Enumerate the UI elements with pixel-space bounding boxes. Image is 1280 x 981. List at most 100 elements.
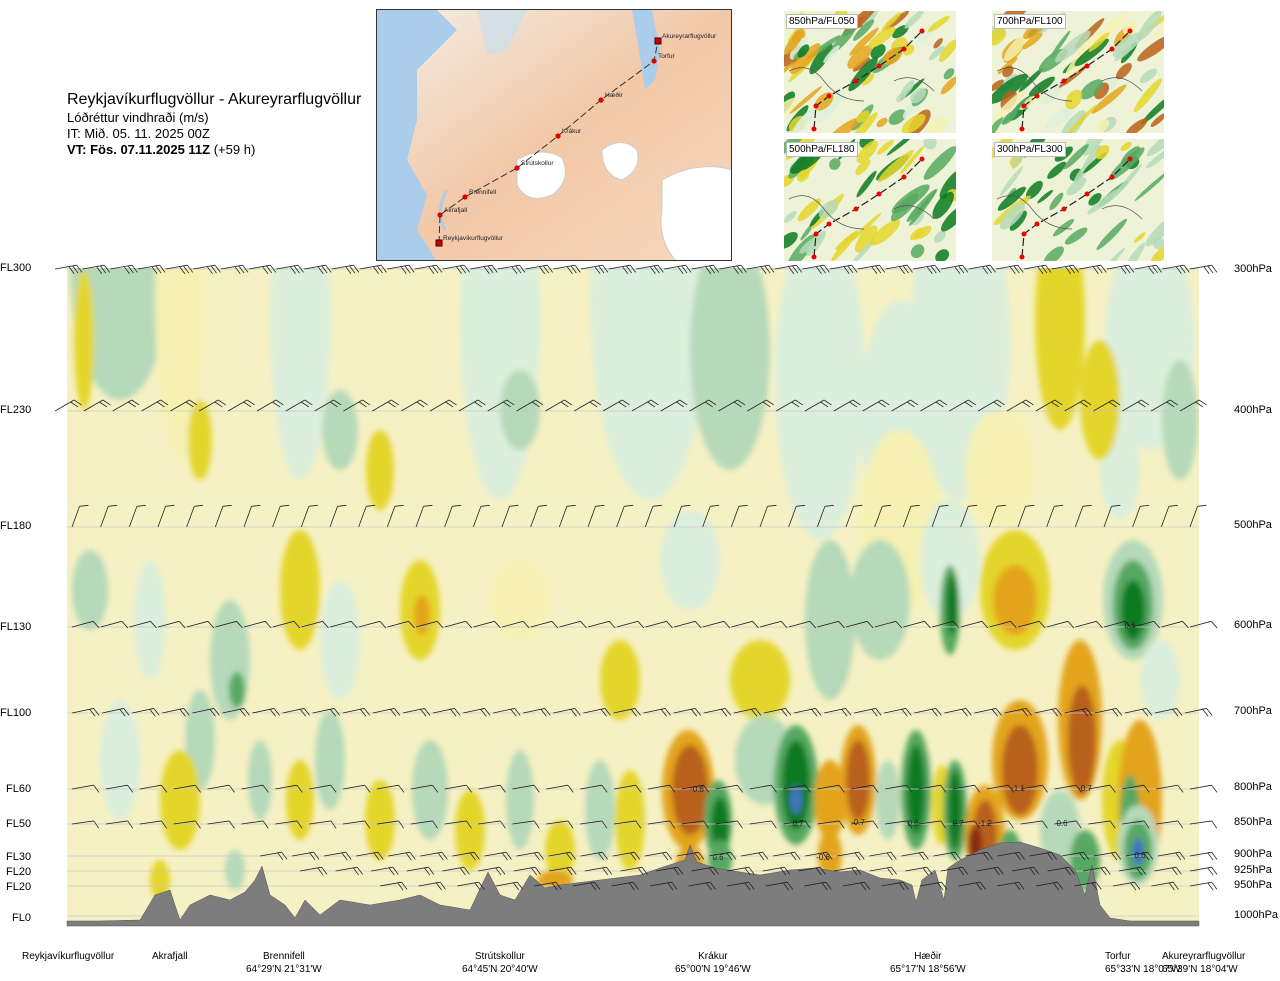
wind-barb xyxy=(949,399,976,412)
wind-barb xyxy=(587,620,616,629)
field-streak xyxy=(934,230,946,243)
field-streak xyxy=(876,139,894,155)
velocity-cell xyxy=(600,640,640,720)
wind-barb xyxy=(763,708,792,717)
wind-barb xyxy=(602,399,630,412)
wind-barb xyxy=(965,851,993,861)
wind-barb xyxy=(1035,881,1064,891)
wind-barb xyxy=(881,881,909,891)
wind-barb xyxy=(731,620,759,629)
wind-barb xyxy=(1160,504,1178,528)
wind-barb xyxy=(478,820,506,829)
waypoint-marker xyxy=(462,194,468,200)
velocity-cell xyxy=(711,797,729,853)
wind-barb xyxy=(918,820,947,829)
wind-barb xyxy=(512,784,540,793)
wind-barb xyxy=(139,784,168,793)
waypoint-marker xyxy=(1061,206,1067,212)
wind-barb xyxy=(462,708,491,717)
wind-barb xyxy=(614,820,642,829)
field-streak xyxy=(997,57,1018,75)
field-streak xyxy=(1152,237,1164,250)
wind-barb xyxy=(214,504,232,528)
value-label: 0.6 xyxy=(907,819,919,828)
wind-barb xyxy=(681,784,710,793)
wind-barb xyxy=(681,820,710,829)
wind-barb xyxy=(1189,851,1218,861)
wind-barb xyxy=(495,881,524,891)
wind-barb xyxy=(100,620,129,629)
wind-barb xyxy=(546,784,574,793)
fl-label: FL180 xyxy=(0,520,32,532)
waypoint-label: Torfur xyxy=(658,53,675,60)
velocity-cell xyxy=(1035,268,1085,430)
field-streak xyxy=(1134,232,1146,243)
wind-barb xyxy=(304,264,332,274)
field-streak xyxy=(784,211,797,223)
value-label: 0.6 xyxy=(1056,819,1068,828)
velocity-cell xyxy=(615,770,645,870)
value-label: 0.7 xyxy=(792,819,804,828)
wind-barb xyxy=(649,881,678,891)
field-streak xyxy=(1065,89,1083,110)
wind-barb xyxy=(885,820,913,829)
location-label: Strútskollur 64°45'N 20°40'W xyxy=(462,951,538,975)
wind-barb xyxy=(410,820,438,829)
wind-barb xyxy=(406,866,435,876)
wind-barb xyxy=(636,264,664,274)
wind-barb xyxy=(730,504,748,528)
wind-barb xyxy=(1083,866,1111,876)
field-streak xyxy=(823,45,840,63)
field-streak xyxy=(856,110,870,123)
wind-barb xyxy=(913,264,941,274)
wind-barb xyxy=(933,851,961,861)
wind-barb xyxy=(1156,820,1184,829)
value-label: -0.6 xyxy=(690,785,704,794)
field-streak xyxy=(847,45,872,69)
field-streak xyxy=(940,76,956,95)
field-streak xyxy=(1009,210,1027,231)
field-streak xyxy=(848,112,878,133)
field-streak xyxy=(933,38,943,49)
level-map-500-svg xyxy=(784,139,956,261)
field-streak xyxy=(1028,76,1055,97)
wind-barb xyxy=(940,264,969,274)
field-streak xyxy=(923,139,937,150)
field-streak xyxy=(835,230,859,251)
velocity-cell xyxy=(846,740,870,820)
waypoint-marker xyxy=(826,93,832,99)
wind-barb xyxy=(1122,784,1150,793)
velocity-cell xyxy=(1068,685,1096,795)
field-streak xyxy=(876,117,888,128)
wind-barb xyxy=(530,504,548,528)
field-streak xyxy=(1091,84,1127,114)
field-streak xyxy=(849,27,879,56)
wind-barb xyxy=(444,504,462,528)
field-streak xyxy=(939,39,956,62)
wind-barb xyxy=(608,264,636,274)
field-streak xyxy=(1004,33,1029,62)
field-streak xyxy=(870,219,901,246)
wind-barb xyxy=(559,620,587,629)
wind-barb xyxy=(851,820,879,829)
velocity-cell xyxy=(248,740,272,820)
field-streak xyxy=(809,43,833,75)
velocity-cell xyxy=(100,700,140,820)
velocity-cell xyxy=(366,430,394,510)
wind-barb xyxy=(534,881,562,891)
hpa-label: 400hPa xyxy=(1234,404,1272,416)
wind-barb xyxy=(487,399,515,412)
wind-barb xyxy=(749,784,777,793)
velocity-cell xyxy=(315,710,345,810)
wind-barb xyxy=(1029,851,1057,861)
level-map-500: 500hPa/FL180 xyxy=(784,139,956,261)
wind-barb xyxy=(272,620,301,629)
wind-barb xyxy=(986,820,1014,829)
wind-barb xyxy=(960,504,978,528)
field-streak xyxy=(826,117,861,133)
wind-barb xyxy=(128,504,146,528)
velocity-cell xyxy=(907,745,925,835)
wind-barb xyxy=(442,866,470,876)
wind-barb xyxy=(759,504,777,528)
wind-barb xyxy=(783,784,811,793)
